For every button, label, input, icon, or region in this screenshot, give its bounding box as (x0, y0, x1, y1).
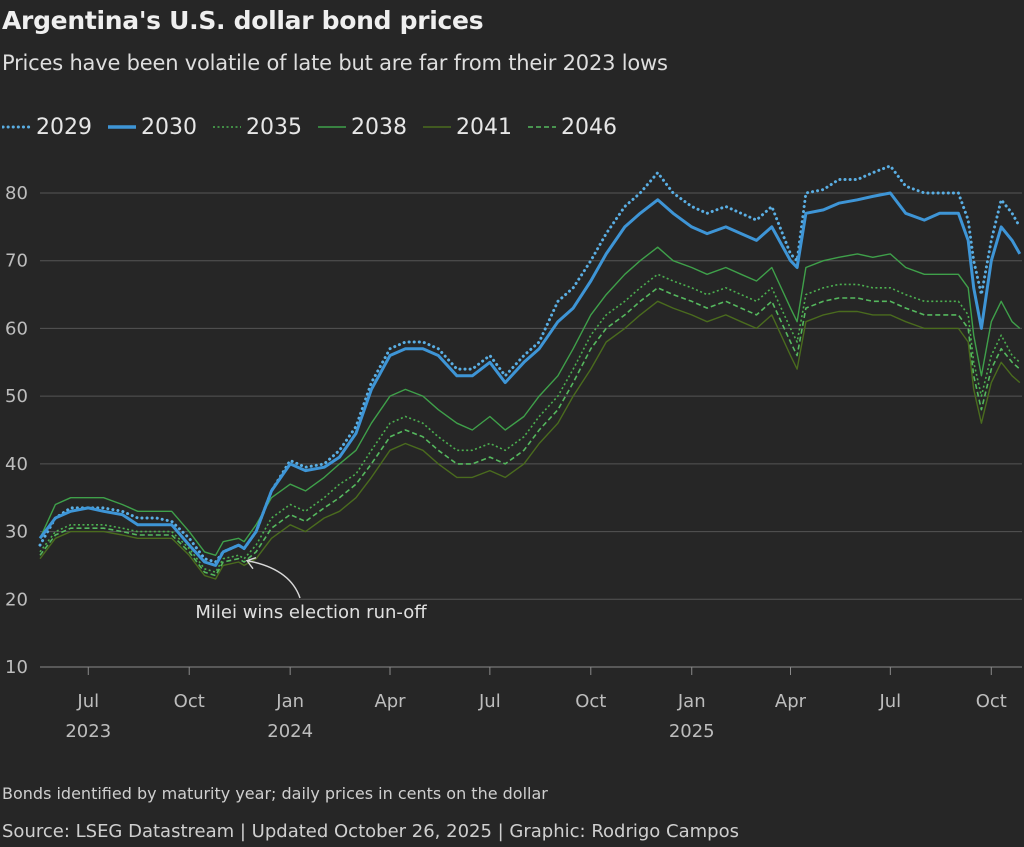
x-tick-label: Oct (976, 691, 1007, 712)
chart-title: Argentina's U.S. dollar bond prices (2, 6, 484, 35)
chart-legend: 2029 2030 2035 2038 2041 2046 (2, 112, 632, 142)
annotation-arrow (246, 559, 301, 599)
legend-item-2046: 2046 (527, 115, 617, 140)
legend-item-2029: 2029 (2, 115, 92, 140)
series-lines (38, 164, 1022, 580)
y-tick-label: 60 (5, 318, 28, 339)
x-tick-label: Jul (878, 691, 901, 712)
legend-swatch (423, 126, 451, 128)
y-tick-label: 50 (5, 386, 28, 407)
annotation-arrowhead (245, 556, 257, 570)
x-tick-label: Apr (374, 691, 406, 712)
x-axis: Jul 2023 Oct Jan 2024 Apr Jul Oct Jan 2025 Apr Jul O… (65, 667, 1007, 742)
y-tick-label: 70 (5, 251, 28, 272)
chart-subtitle: Prices have been volatile of late but ar… (2, 51, 668, 75)
legend-item-2030: 2030 (107, 115, 197, 140)
chart-note: Bonds identified by maturity year; daily… (2, 784, 548, 803)
series-line-2029 (38, 164, 1022, 564)
legend-label: 2046 (561, 114, 617, 140)
x-tick-label: Oct (575, 691, 606, 712)
x-tick-label: Oct (174, 691, 205, 712)
x-tick-year-label: 2023 (65, 721, 111, 742)
series-line-2041 (39, 300, 1021, 580)
y-tick-label: 80 (5, 183, 28, 204)
gridlines (40, 192, 1022, 668)
x-tick-label: Jan (275, 691, 304, 712)
legend-swatch (318, 126, 346, 128)
annotation: Milei wins election run-off (195, 556, 427, 623)
series-line-2038 (39, 246, 1021, 556)
legend-label: 2035 (246, 114, 302, 140)
legend-label: 2030 (141, 114, 197, 140)
y-tick-label: 10 (5, 657, 28, 678)
legend-item-2038: 2038 (317, 115, 407, 140)
y-tick-label: 30 (5, 522, 28, 543)
legend-item-2041: 2041 (422, 115, 512, 140)
series-line-2030 (38, 191, 1022, 567)
x-tick-year-label: 2024 (267, 721, 313, 742)
legend-label: 2041 (456, 114, 512, 140)
chart-source: Source: LSEG Datastream | Updated Octobe… (2, 821, 739, 842)
legend-swatch (108, 125, 136, 129)
x-tick-label: Apr (775, 691, 807, 712)
legend-swatch (2, 125, 32, 129)
legend-label: 2029 (36, 114, 92, 140)
x-tick-label: Jul (76, 691, 99, 712)
x-tick-label: Jul (478, 691, 501, 712)
y-axis: 10 20 30 40 50 60 70 80 (5, 183, 28, 678)
y-tick-label: 20 (5, 589, 28, 610)
legend-swatch (213, 126, 241, 128)
series-line-2046 (39, 287, 1021, 577)
legend-swatch (528, 126, 556, 128)
annotation-label: Milei wins election run-off (195, 602, 427, 623)
legend-label: 2038 (351, 114, 407, 140)
series-line-2035 (39, 273, 1021, 574)
x-tick-label: Jan (677, 691, 706, 712)
x-tick-year-label: 2025 (669, 721, 715, 742)
y-tick-label: 40 (5, 454, 28, 475)
legend-item-2035: 2035 (212, 115, 302, 140)
